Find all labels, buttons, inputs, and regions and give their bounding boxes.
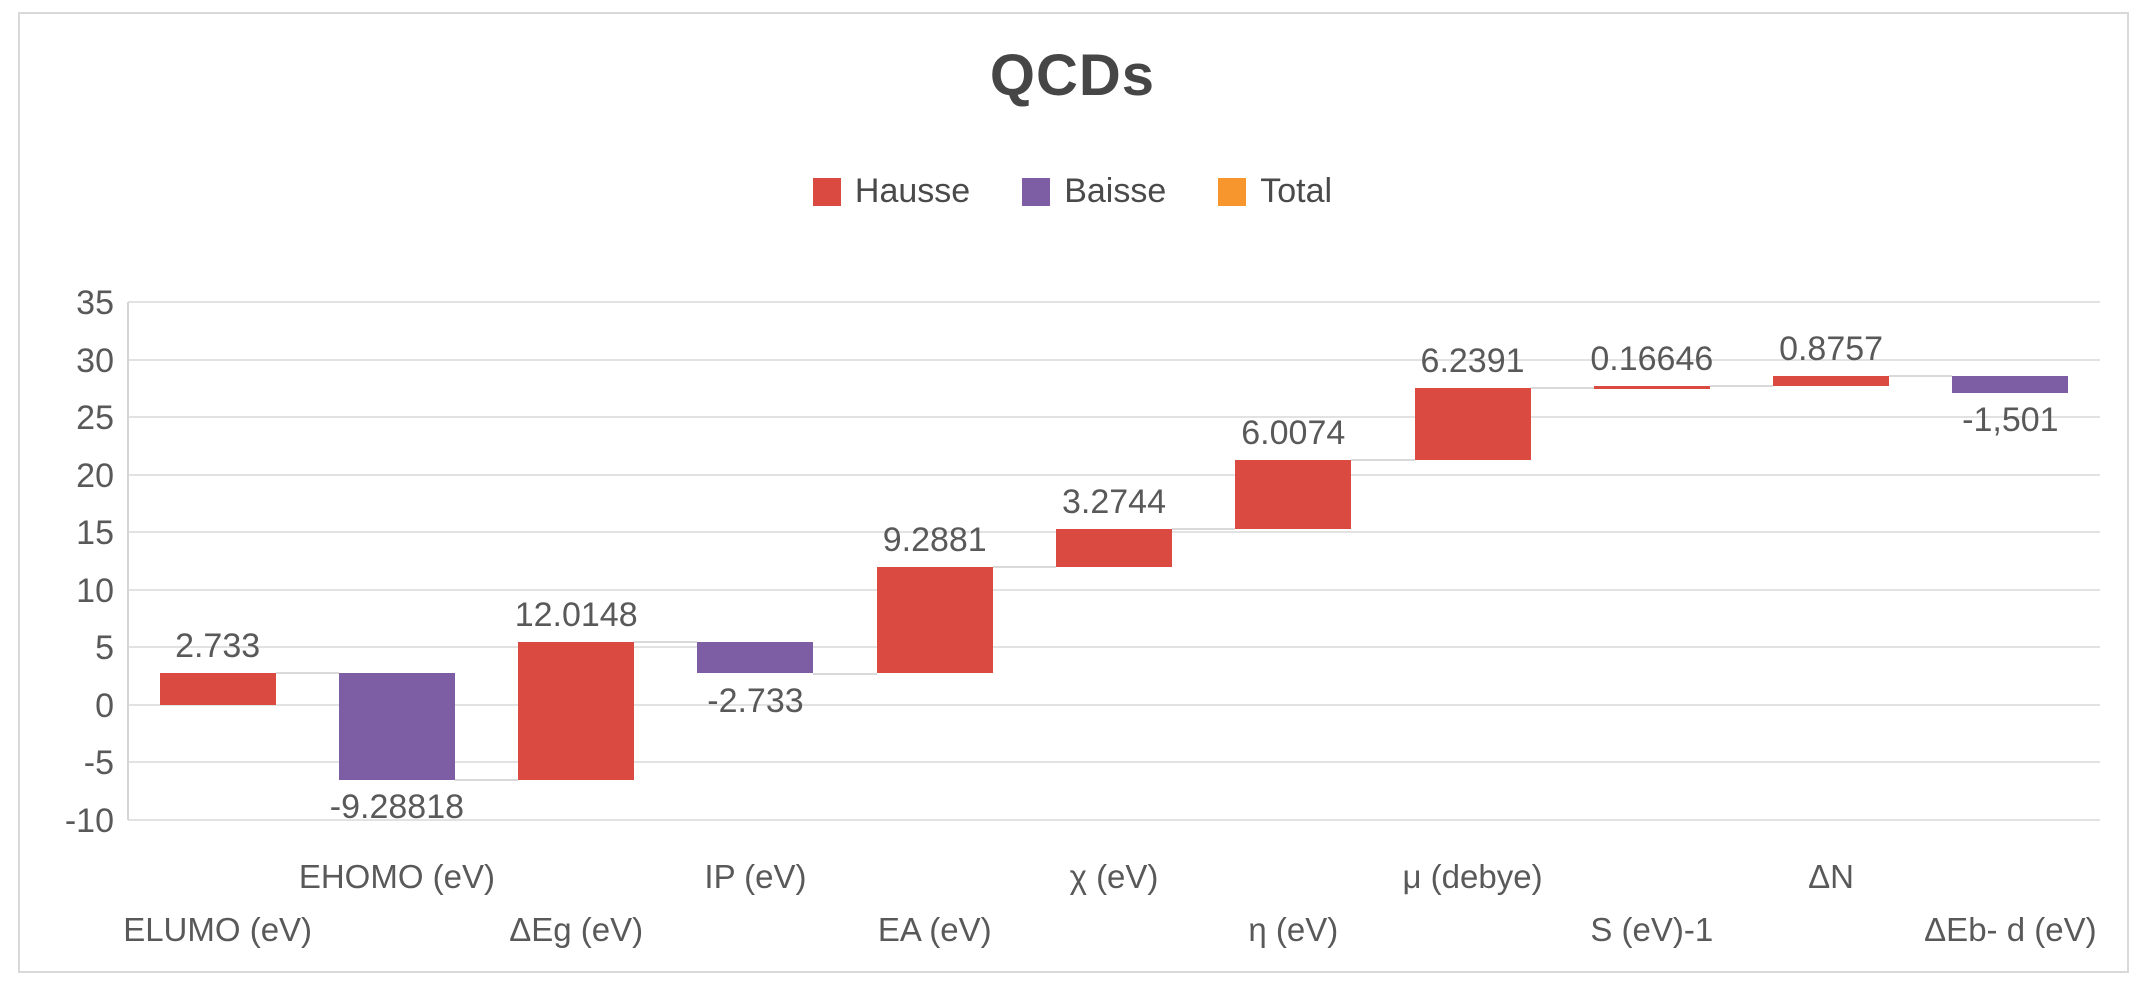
bar-value-label: -9.28818 xyxy=(329,788,465,827)
bar-value-label: 9.2881 xyxy=(882,520,987,559)
y-tick-label: 25 xyxy=(76,399,114,438)
y-tick-label: 0 xyxy=(95,686,114,725)
bar-value-label: -2.733 xyxy=(707,681,804,720)
chart-legend: Hausse Baisse Total xyxy=(0,172,2145,211)
x-category-label: IP (eV) xyxy=(704,858,807,895)
x-category-label: η (eV) xyxy=(1248,911,1339,948)
grid-line xyxy=(128,819,2100,821)
y-tick-label: -5 xyxy=(83,744,114,783)
bar-increase xyxy=(1235,459,1352,529)
y-axis-line xyxy=(127,302,129,820)
legend-item-hausse: Hausse xyxy=(812,172,971,211)
x-category-label: ΔEg (eV) xyxy=(509,911,644,948)
x-category-label: χ (eV) xyxy=(1069,858,1159,895)
connector-line xyxy=(813,672,877,675)
legend-item-total: Total xyxy=(1218,172,1332,211)
bar-value-label: -1,501 xyxy=(1962,401,2059,440)
connector-line xyxy=(1351,458,1415,461)
x-category-label: μ (debye) xyxy=(1402,858,1543,895)
x-category-label: ΔN xyxy=(1808,858,1855,895)
bar-decrease xyxy=(697,642,814,674)
chart-title: QCDs xyxy=(989,43,1156,108)
legend-label-total: Total xyxy=(1260,172,1333,210)
legend-swatch-baisse xyxy=(1022,177,1051,206)
x-category-label: EHOMO (eV) xyxy=(298,858,495,895)
bar-value-label: 2.733 xyxy=(175,627,261,666)
bar-value-label: 12.0148 xyxy=(514,596,638,635)
grid-line xyxy=(128,703,2100,706)
connector-line xyxy=(634,641,698,644)
bar-value-label: 6.2391 xyxy=(1420,341,1525,380)
grid-line xyxy=(128,646,2100,649)
x-category-label: ELUMO (eV) xyxy=(123,911,313,948)
y-tick-label: -10 xyxy=(64,802,114,840)
bar-increase xyxy=(1593,386,1710,389)
y-tick-label: 5 xyxy=(95,629,114,668)
legend-item-baisse: Baisse xyxy=(1022,172,1166,211)
x-category-label: S (eV)-1 xyxy=(1590,911,1714,948)
y-tick-label: 35 xyxy=(76,284,114,322)
bar-value-label: 0.8757 xyxy=(1779,329,1884,368)
x-category-label: EA (eV) xyxy=(877,911,992,948)
grid-line xyxy=(128,761,2100,764)
chart-frame xyxy=(18,12,2129,973)
bar-decrease xyxy=(338,673,455,781)
bar-increase xyxy=(1056,528,1172,567)
connector-line xyxy=(1889,374,1953,377)
grid-line xyxy=(128,416,2100,419)
connector-line xyxy=(1530,386,1594,389)
x-category-label: ΔEb- d (eV) xyxy=(1924,911,2097,948)
grid-line xyxy=(128,588,2100,591)
bar-increase xyxy=(876,566,993,674)
bar-increase xyxy=(159,673,276,705)
legend-label-baisse: Baisse xyxy=(1064,172,1167,210)
connector-line xyxy=(275,672,339,675)
legend-label-hausse: Hausse xyxy=(854,172,971,210)
legend-swatch-total xyxy=(1218,177,1247,206)
bar-increase xyxy=(1414,387,1531,460)
bar-value-label: 0.16646 xyxy=(1590,340,1714,378)
bar-increase xyxy=(518,642,635,781)
connector-line xyxy=(1709,385,1774,387)
grid-line xyxy=(128,473,2100,476)
bar-value-label: 6.0074 xyxy=(1241,413,1346,452)
y-tick-label: 20 xyxy=(76,456,114,495)
grid-line xyxy=(128,358,2100,361)
y-tick-label: 10 xyxy=(76,571,114,610)
y-tick-label: 15 xyxy=(76,514,114,553)
bar-decrease xyxy=(1952,375,2069,394)
legend-swatch-hausse xyxy=(812,177,841,206)
grid-line xyxy=(128,301,2100,303)
connector-line xyxy=(992,565,1056,568)
y-tick-label: 30 xyxy=(76,341,114,380)
connector-line xyxy=(454,779,519,782)
connector-line xyxy=(1172,527,1236,530)
bar-increase xyxy=(1773,375,1890,386)
bar-value-label: 3.2744 xyxy=(1062,482,1166,521)
